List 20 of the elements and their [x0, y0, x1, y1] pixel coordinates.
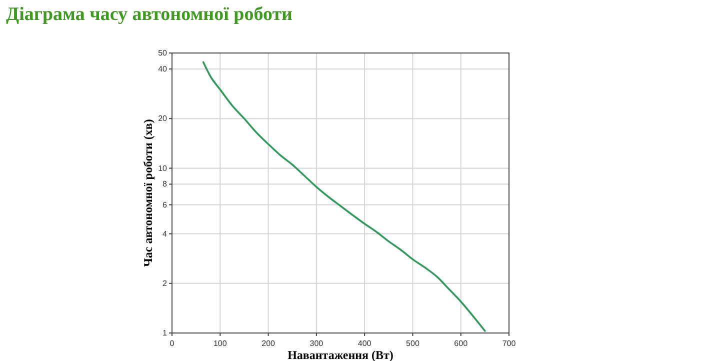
x-tick-label: 100 [213, 339, 228, 348]
y-tick-label: 50 [158, 48, 168, 58]
y-tick-label: 1 [162, 328, 168, 338]
y-tick-label: 40 [158, 64, 168, 74]
x-tick-label: 600 [454, 339, 468, 348]
chart-title: Діаграма часу автономної роботи [6, 4, 293, 25]
x-tick-label: 300 [310, 339, 324, 348]
y-tick-label: 4 [162, 229, 168, 238]
line-series [202, 61, 486, 332]
y-tick-label: 8 [162, 180, 168, 189]
x-tick-label: 500 [406, 339, 420, 348]
x-tick-label: 700 [502, 339, 516, 348]
y-axis-title: Час автономної роботи (хв) [141, 119, 155, 267]
y-tick-label: 2 [162, 278, 168, 288]
x-tick-label: 200 [262, 339, 276, 348]
x-tick-label: 400 [358, 339, 372, 348]
x-tick-label: 0 [170, 339, 175, 348]
y-tick-label: 6 [162, 200, 168, 210]
y-tick-label: 20 [158, 114, 168, 124]
y-tick-label: 10 [158, 164, 168, 173]
